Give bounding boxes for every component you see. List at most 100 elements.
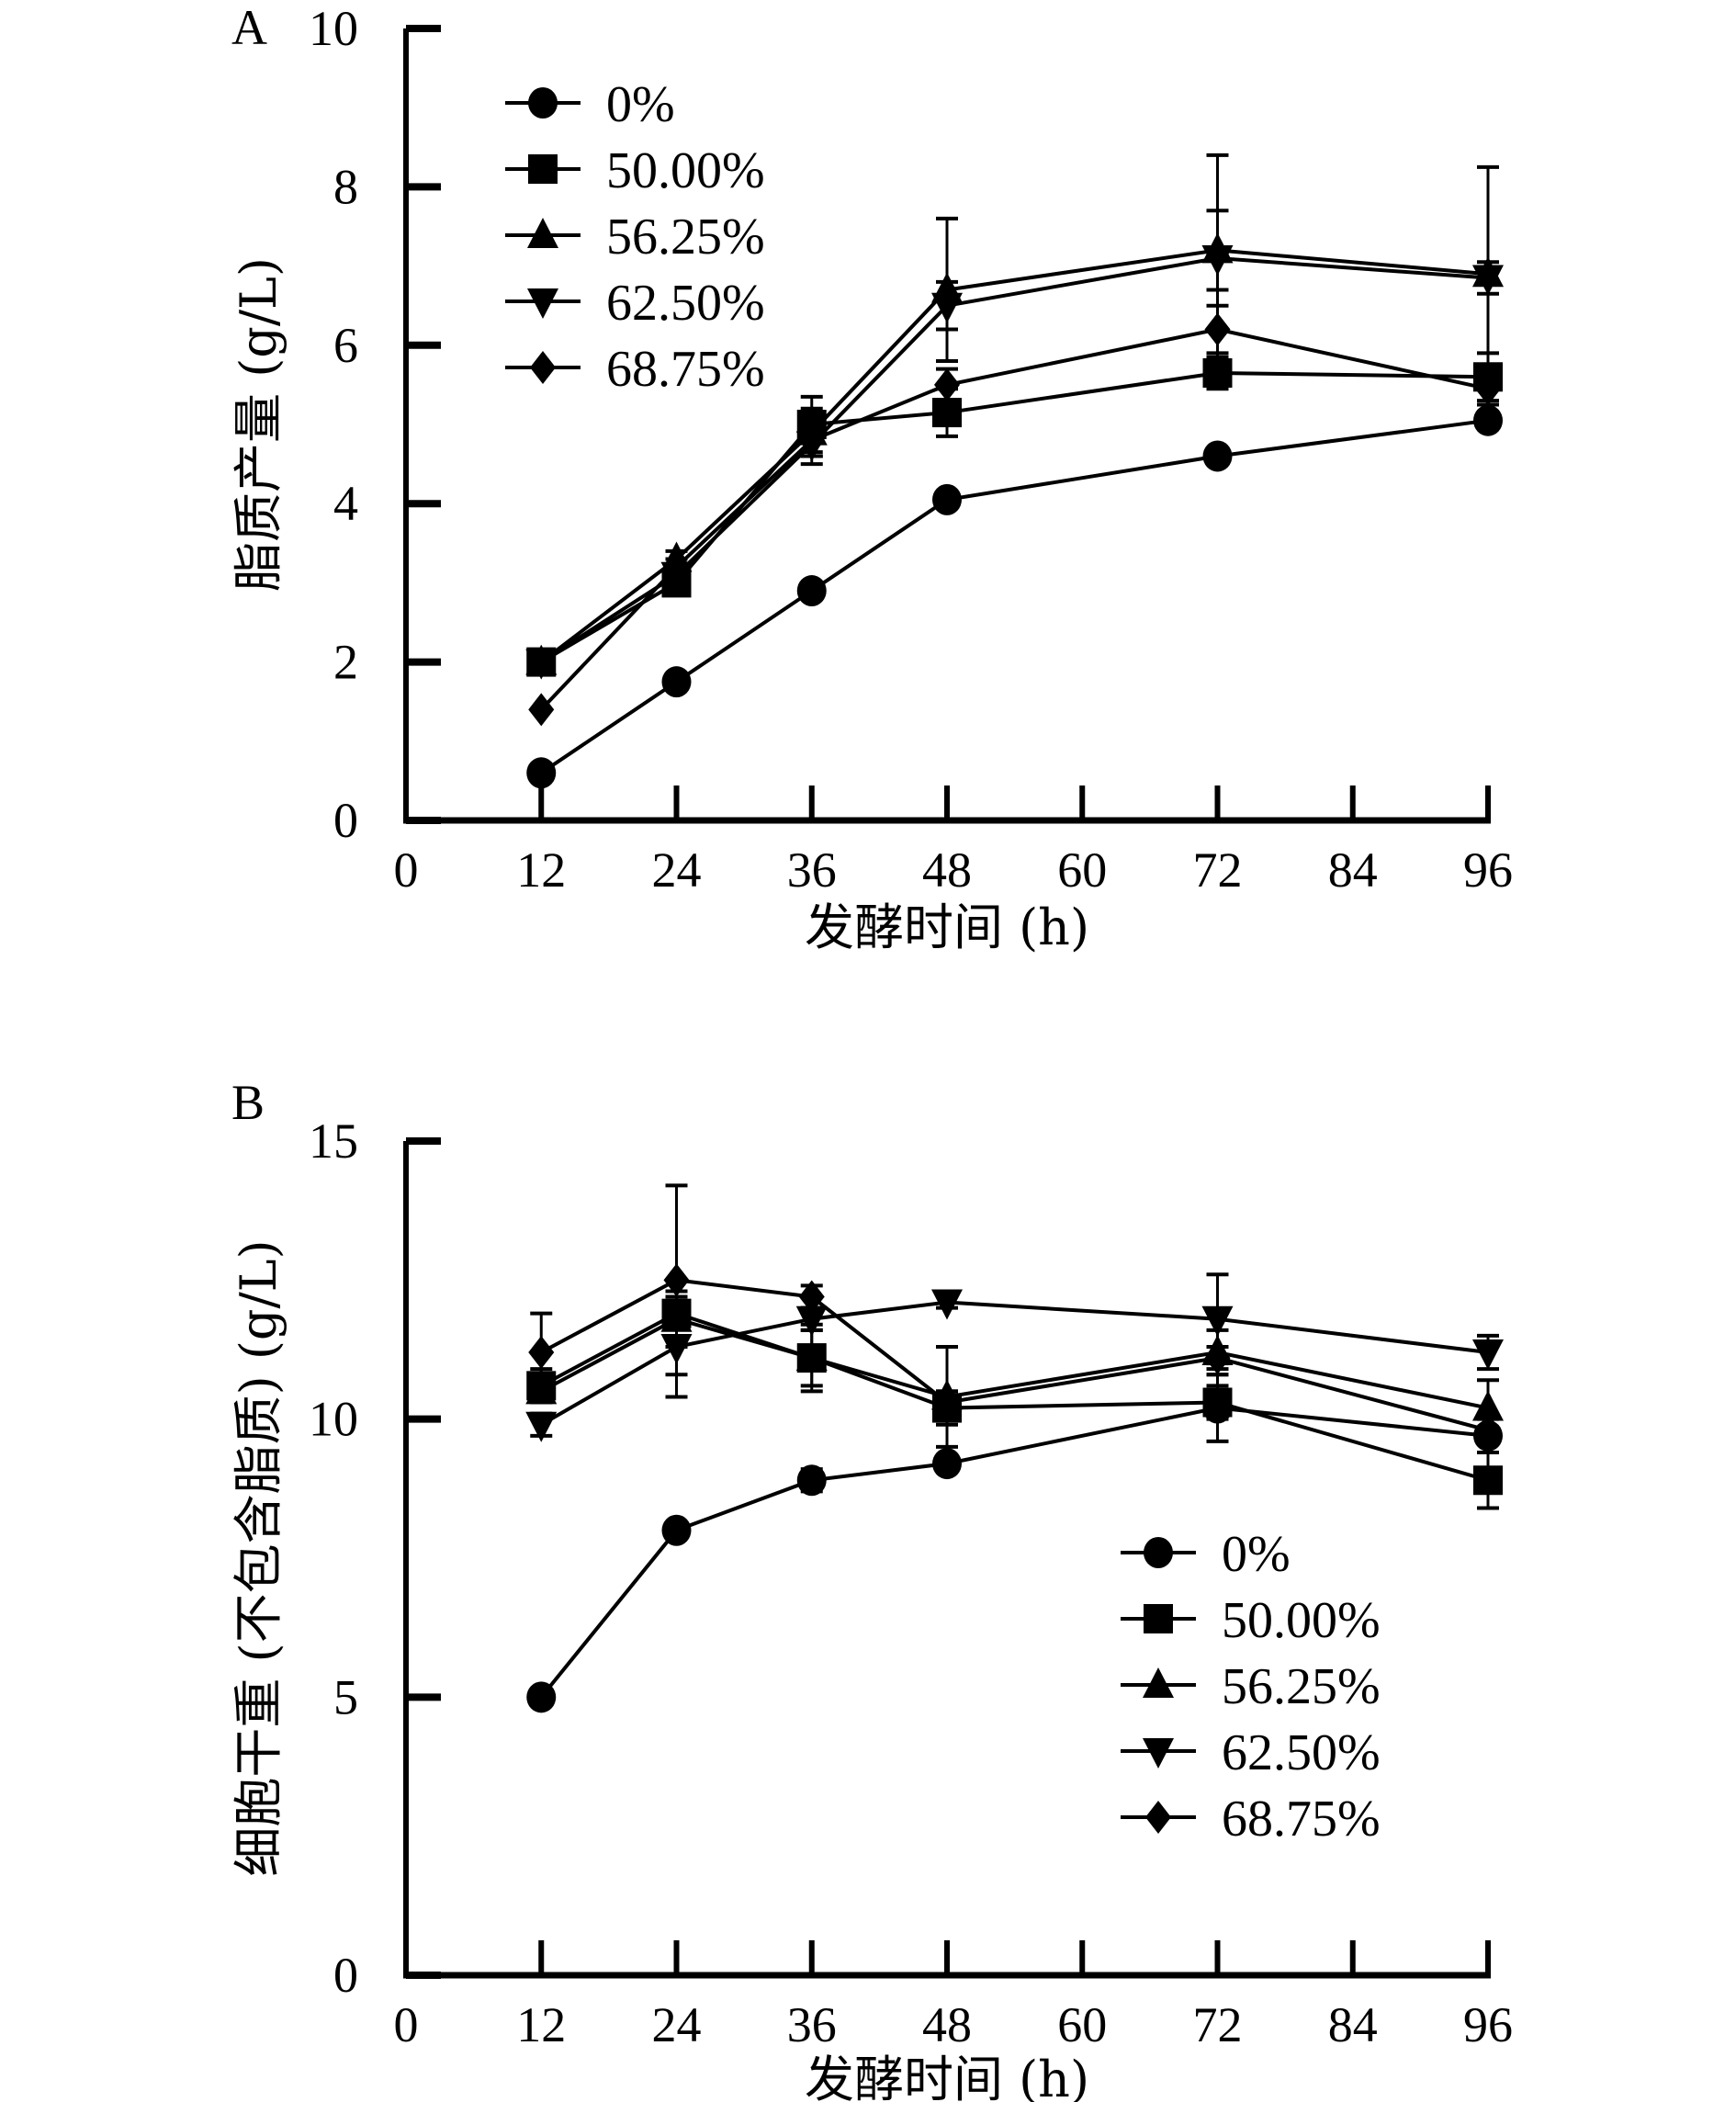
data-point [1201, 1305, 1234, 1337]
panel-label: A [231, 0, 267, 55]
legend-marker-circle-icon [1144, 1537, 1173, 1568]
y-tick-label: 15 [309, 1113, 358, 1169]
series-line [540, 1311, 1489, 1483]
series-0- [526, 404, 1503, 789]
legend-marker-circle-icon [528, 87, 558, 119]
x-tick-label: 0 [394, 842, 419, 898]
legend-label: 0% [606, 76, 675, 133]
data-point [932, 398, 962, 428]
legend-label: 56.25% [1222, 1658, 1381, 1715]
legend-item: 68.75% [505, 341, 765, 398]
legend-label: 50.00% [1222, 1592, 1381, 1649]
legend-label: 62.50% [1222, 1724, 1381, 1781]
legend-item: 56.25% [505, 209, 765, 266]
legend-label: 68.75% [1222, 1791, 1381, 1848]
data-point [1475, 1413, 1501, 1447]
data-point [528, 1336, 555, 1370]
y-tick-label: 6 [333, 318, 358, 373]
y-tick-label: 10 [309, 1, 358, 56]
data-point [526, 1681, 557, 1713]
legend: 0% 50.00% 56.25% 62.50% 68.75% [505, 76, 765, 398]
y-tick-label: 2 [333, 635, 358, 690]
data-point [934, 367, 960, 401]
data-point [661, 666, 692, 698]
x-tick-label: 48 [922, 1997, 972, 2052]
x-tick-label: 96 [1463, 842, 1513, 898]
legend-item: 0% [1121, 1526, 1291, 1583]
legend-label: 50.00% [606, 142, 765, 199]
legend-marker-square-icon [1144, 1604, 1173, 1633]
y-tick-label: 4 [333, 476, 358, 531]
data-point [798, 1280, 825, 1314]
data-point [1202, 440, 1233, 472]
data-point [525, 649, 558, 680]
x-axis-title: 发酵时间 (h) [805, 898, 1089, 956]
data-point [798, 424, 825, 458]
data-point [526, 757, 557, 789]
x-tick-label: 60 [1057, 1997, 1107, 2052]
y-tick-label: 0 [333, 1948, 358, 2003]
series-line [540, 418, 1489, 774]
y-axis-title: 细胞干重 (不包含脂质) (g/L) [230, 1239, 287, 1876]
data-point [661, 1514, 692, 1546]
series-68-75- [528, 303, 1501, 727]
series-line [540, 1300, 1489, 1427]
legend-marker-triangle-up-icon [1143, 1667, 1174, 1698]
x-tick-label: 60 [1057, 842, 1107, 898]
panel-b: B 0 5 10 15 0 12 24 36 48 60 72 84 96 发酵时间 (h) 细胞干重 (不包… [230, 1075, 1513, 2102]
legend-marker-triangle-down-icon [1143, 1738, 1174, 1769]
legend-marker-square-icon [528, 154, 558, 184]
x-tick-label: 84 [1328, 842, 1378, 898]
series-line [539, 327, 1489, 711]
x-tick-label: 24 [652, 842, 702, 898]
x-tick-label: 24 [652, 1997, 702, 2052]
legend-marker-diamond-icon [1145, 1801, 1171, 1834]
series-50-00- [526, 351, 1503, 677]
legend-label: 0% [1222, 1526, 1291, 1583]
data-point [795, 1340, 828, 1372]
data-point [1473, 1465, 1503, 1496]
data-point [1201, 244, 1234, 276]
legend-item: 0% [505, 76, 675, 133]
y-axis-title: 脂质产量 (g/L) [230, 257, 287, 592]
series-line [540, 248, 1489, 664]
data-point [1472, 1390, 1504, 1421]
series-line [540, 1317, 1489, 1410]
x-tick-label: 84 [1328, 1997, 1378, 2052]
data-point [525, 1411, 558, 1442]
legend-item: 50.00% [1121, 1592, 1381, 1649]
data-point [528, 693, 555, 727]
data-point [1202, 357, 1233, 388]
data-point [1473, 404, 1503, 436]
x-tick-label: 36 [787, 1997, 837, 2052]
legend-marker-diamond-icon [530, 351, 556, 384]
x-tick-label: 12 [516, 842, 566, 898]
legend: 0% 50.00% 56.25% 62.50% 68.75% [1121, 1526, 1381, 1848]
data-point [932, 1448, 962, 1480]
data-point [1475, 372, 1501, 406]
legend-label: 56.25% [606, 209, 765, 266]
y-tick-label: 0 [333, 793, 358, 848]
data-point [1204, 312, 1231, 346]
x-tick-label: 36 [787, 842, 837, 898]
x-tick-label: 72 [1193, 842, 1243, 898]
legend-marker-triangle-up-icon [527, 218, 558, 248]
data-point [796, 575, 827, 607]
legend-item: 56.25% [1121, 1658, 1381, 1715]
x-axis-title: 发酵时间 (h) [805, 2051, 1089, 2102]
data-point [1204, 1341, 1231, 1375]
legend-item: 62.50% [1121, 1724, 1381, 1781]
data-point [663, 1263, 690, 1297]
series-68-75- [528, 1183, 1501, 1447]
x-tick-label: 96 [1463, 1997, 1513, 2052]
legend-item: 68.75% [1121, 1791, 1381, 1848]
data-point [932, 483, 962, 515]
x-tick-label: 72 [1193, 1997, 1243, 2052]
panel-label: B [231, 1075, 265, 1130]
data-point [931, 1289, 963, 1320]
series-line [539, 1406, 1489, 1699]
data-point [795, 1305, 828, 1337]
data-point [1202, 1387, 1233, 1418]
